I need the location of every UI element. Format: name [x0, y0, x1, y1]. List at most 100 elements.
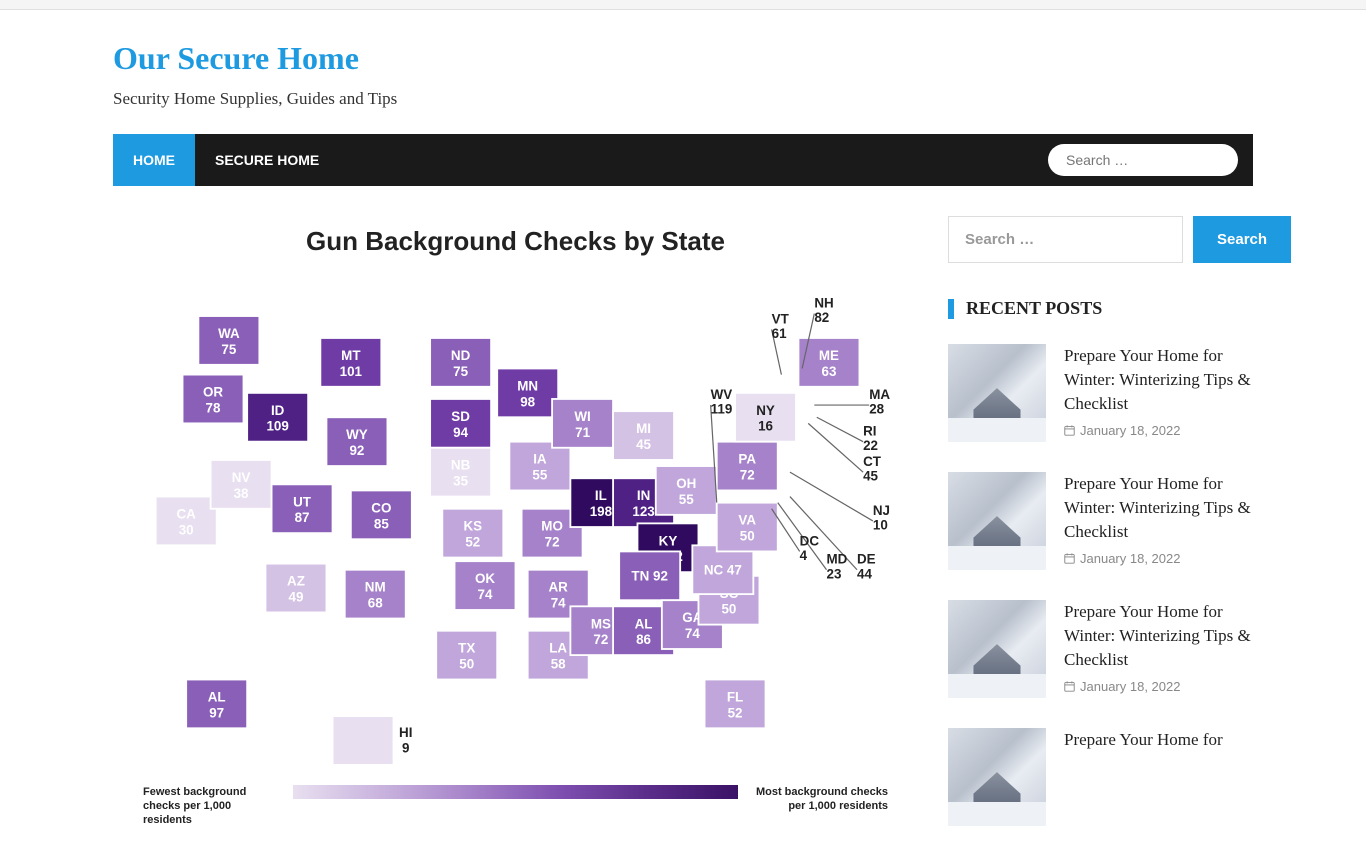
- svg-text:10: 10: [873, 517, 888, 532]
- callout-ri: RI: [863, 424, 876, 439]
- svg-text:KS: KS: [463, 519, 482, 534]
- svg-text:ID: ID: [271, 403, 285, 418]
- svg-text:ME: ME: [819, 348, 839, 363]
- legend-gradient: [293, 785, 738, 799]
- svg-text:NM: NM: [365, 580, 386, 595]
- callout-ct: CT: [863, 454, 882, 469]
- svg-text:101: 101: [340, 364, 363, 379]
- svg-text:45: 45: [863, 469, 878, 484]
- svg-text:74: 74: [478, 587, 493, 602]
- svg-text:82: 82: [814, 310, 829, 325]
- svg-text:78: 78: [206, 400, 221, 415]
- post-date: January 18, 2022: [1064, 423, 1253, 438]
- svg-text:CA: CA: [176, 506, 196, 521]
- map-legend: Fewest background checks per 1,000 resid…: [113, 770, 918, 828]
- svg-text:35: 35: [453, 474, 468, 489]
- svg-text:97: 97: [209, 705, 224, 720]
- recent-post-item: Prepare Your Home for Winter: Winterizin…: [948, 344, 1253, 442]
- post-title[interactable]: Prepare Your Home for: [1064, 728, 1253, 752]
- svg-text:44: 44: [857, 566, 872, 581]
- recent-posts-list: Prepare Your Home for Winter: Winterizin…: [948, 344, 1253, 826]
- svg-text:MN: MN: [517, 378, 538, 393]
- legend-right-label: Most background checks per 1,000 residen…: [748, 785, 888, 828]
- nav-links: HOME SECURE HOME: [113, 134, 339, 186]
- callout-wv: WV: [711, 387, 733, 402]
- svg-text:52: 52: [465, 535, 480, 550]
- svg-text:9: 9: [402, 741, 409, 756]
- site-title[interactable]: Our Secure Home: [113, 40, 1253, 77]
- post-thumbnail[interactable]: [948, 600, 1046, 698]
- svg-text:72: 72: [593, 632, 608, 647]
- recent-posts-title: RECENT POSTS: [948, 298, 1253, 319]
- svg-text:86: 86: [636, 632, 651, 647]
- svg-text:WA: WA: [218, 326, 240, 341]
- callout-de: DE: [857, 552, 876, 567]
- svg-text:SD: SD: [451, 409, 470, 424]
- callout-nj: NJ: [873, 503, 890, 518]
- post-title[interactable]: Prepare Your Home for Winter: Winterizin…: [1064, 600, 1253, 671]
- map-title: Gun Background Checks by State: [113, 226, 918, 257]
- svg-text:AL: AL: [635, 616, 653, 631]
- svg-text:94: 94: [453, 425, 468, 440]
- callout-md: MD: [827, 552, 848, 567]
- svg-text:TX: TX: [458, 641, 475, 656]
- svg-text:4: 4: [800, 548, 808, 563]
- svg-text:23: 23: [827, 566, 842, 581]
- tagline: Security Home Supplies, Guides and Tips: [113, 89, 1253, 109]
- svg-text:55: 55: [532, 467, 547, 482]
- svg-text:87: 87: [295, 510, 310, 525]
- post-date: January 18, 2022: [1064, 679, 1253, 694]
- callout-line-ct: [808, 423, 863, 472]
- post-thumbnail[interactable]: [948, 344, 1046, 442]
- svg-text:28: 28: [869, 402, 884, 417]
- svg-text:58: 58: [551, 657, 566, 672]
- svg-text:74: 74: [551, 596, 566, 611]
- callout-vt: VT: [772, 311, 790, 326]
- svg-text:52: 52: [728, 705, 743, 720]
- legend-left-label: Fewest background checks per 1,000 resid…: [143, 785, 283, 828]
- svg-text:IA: IA: [533, 452, 547, 467]
- recent-post-item: Prepare Your Home for: [948, 728, 1253, 826]
- svg-text:OH: OH: [676, 476, 696, 491]
- post-thumbnail[interactable]: [948, 728, 1046, 826]
- svg-text:IN: IN: [637, 488, 650, 503]
- svg-text:LA: LA: [549, 641, 567, 656]
- svg-text:68: 68: [368, 596, 383, 611]
- calendar-icon: [1064, 681, 1075, 692]
- svg-text:MO: MO: [541, 519, 563, 534]
- svg-text:30: 30: [179, 522, 194, 537]
- sidebar-search-input[interactable]: [948, 216, 1183, 263]
- search-button[interactable]: Search: [1193, 216, 1291, 263]
- header: Our Secure Home Security Home Supplies, …: [113, 10, 1253, 134]
- svg-text:72: 72: [740, 467, 755, 482]
- callout-dc: DC: [800, 533, 820, 548]
- svg-text:92: 92: [349, 443, 364, 458]
- svg-text:MS: MS: [591, 616, 611, 631]
- nav-search-input[interactable]: [1048, 144, 1238, 176]
- svg-text:85: 85: [374, 516, 389, 531]
- svg-text:MI: MI: [636, 421, 651, 436]
- post-title[interactable]: Prepare Your Home for Winter: Winterizin…: [1064, 344, 1253, 415]
- top-bar: [0, 0, 1366, 10]
- svg-text:50: 50: [740, 528, 755, 543]
- svg-text:OR: OR: [203, 385, 223, 400]
- recent-post-item: Prepare Your Home for Winter: Winterizin…: [948, 600, 1253, 698]
- svg-text:55: 55: [679, 492, 694, 507]
- svg-text:MT: MT: [341, 348, 361, 363]
- svg-text:38: 38: [234, 486, 249, 501]
- post-thumbnail[interactable]: [948, 472, 1046, 570]
- svg-text:74: 74: [685, 626, 700, 641]
- svg-text:CO: CO: [371, 500, 391, 515]
- svg-text:NB: NB: [451, 458, 471, 473]
- svg-text:FL: FL: [727, 689, 743, 704]
- svg-text:KY: KY: [659, 533, 678, 548]
- nav-secure-home[interactable]: SECURE HOME: [195, 134, 339, 186]
- nav-home[interactable]: HOME: [113, 134, 195, 186]
- svg-text:50: 50: [459, 657, 474, 672]
- sidebar-search: Search: [948, 216, 1253, 263]
- map-article-image[interactable]: Gun Background Checks by State WA75OR78C…: [113, 216, 918, 838]
- post-title[interactable]: Prepare Your Home for Winter: Winterizin…: [1064, 472, 1253, 543]
- nav-bar: HOME SECURE HOME: [113, 134, 1253, 186]
- svg-text:AZ: AZ: [287, 574, 305, 589]
- svg-text:NC 47: NC 47: [704, 563, 742, 578]
